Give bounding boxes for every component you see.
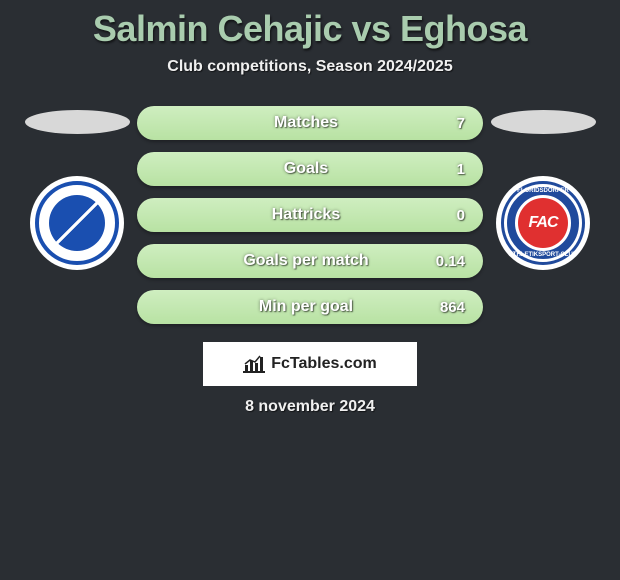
fac-badge: FLORIDSDORFER FAC ATHLETIKSPORT-CLUB bbox=[501, 181, 585, 265]
sv-horn-badge: SV HORN bbox=[35, 181, 119, 265]
stats-column: Matches 7 Goals 1 Hattricks 0 Goals per … bbox=[137, 106, 483, 324]
stat-label: Goals per match bbox=[137, 252, 425, 270]
stat-bar-goals-per-match: Goals per match 0.14 bbox=[137, 244, 483, 278]
stat-bar-min-per-goal: Min per goal 864 bbox=[137, 290, 483, 324]
stat-value: 0 bbox=[425, 207, 465, 224]
page-title: Salmin Cehajic vs Eghosa bbox=[0, 8, 620, 50]
stat-bar-matches: Matches 7 bbox=[137, 106, 483, 140]
left-column: SV HORN bbox=[17, 106, 137, 270]
comparison-card: Salmin Cehajic vs Eghosa Club competitio… bbox=[0, 0, 620, 416]
stat-value: 864 bbox=[425, 299, 465, 316]
right-player-avatar-placeholder bbox=[491, 110, 596, 134]
stat-bar-hattricks: Hattricks 0 bbox=[137, 198, 483, 232]
stat-value: 1 bbox=[425, 161, 465, 178]
fac-badge-text: FAC bbox=[529, 214, 558, 232]
date-line: 8 november 2024 bbox=[0, 398, 620, 416]
sv-horn-badge-inner bbox=[49, 195, 105, 251]
right-club-badge: FLORIDSDORFER FAC ATHLETIKSPORT-CLUB bbox=[496, 176, 590, 270]
brand-box[interactable]: FcTables.com bbox=[203, 342, 417, 386]
subtitle: Club competitions, Season 2024/2025 bbox=[0, 58, 620, 76]
stat-label: Hattricks bbox=[137, 206, 425, 224]
stat-label: Matches bbox=[137, 114, 425, 132]
stat-label: Goals bbox=[137, 160, 425, 178]
fac-badge-inner: FAC bbox=[518, 198, 568, 248]
fac-badge-ring-bottom-text: ATHLETIKSPORT-CLUB bbox=[504, 252, 582, 258]
stat-bar-goals: Goals 1 bbox=[137, 152, 483, 186]
fac-badge-ring-top-text: FLORIDSDORFER bbox=[504, 188, 582, 194]
stat-value: 0.14 bbox=[425, 253, 465, 270]
right-column: FLORIDSDORFER FAC ATHLETIKSPORT-CLUB bbox=[483, 106, 603, 270]
stat-label: Min per goal bbox=[137, 298, 425, 316]
left-club-badge: SV HORN bbox=[30, 176, 124, 270]
bar-chart-icon bbox=[243, 355, 265, 373]
main-row: SV HORN Matches 7 Goals 1 Hattricks 0 Go… bbox=[0, 106, 620, 324]
brand-text: FcTables.com bbox=[271, 355, 377, 373]
left-player-avatar-placeholder bbox=[25, 110, 130, 134]
stat-value: 7 bbox=[425, 115, 465, 132]
